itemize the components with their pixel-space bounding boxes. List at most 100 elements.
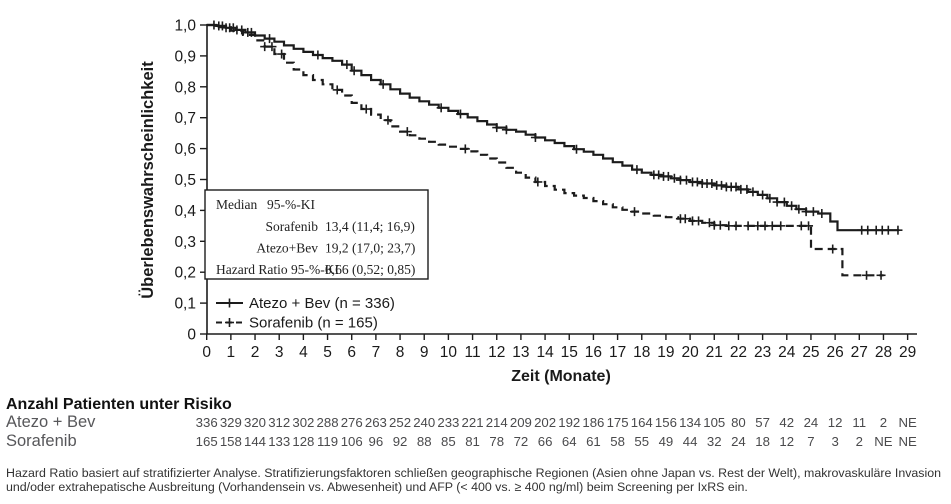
risk-value: 18 [755, 434, 770, 449]
x-tick-label: 2 [251, 344, 260, 361]
risk-value: 133 [268, 434, 291, 449]
risk-value: 202 [534, 415, 557, 430]
risk-value: NE [874, 434, 893, 449]
risk-value: 85 [441, 434, 456, 449]
risk-value: 288 [316, 415, 339, 430]
legend-label: Sorafenib (n = 165) [249, 315, 378, 332]
risk-value: 276 [340, 415, 363, 430]
y-tick-label: 0,9 [174, 48, 196, 65]
x-tick-label: 22 [730, 344, 747, 361]
risk-value: 336 [195, 415, 218, 430]
km-chart: 1,00,90,80,70,60,50,40,30,20,100 1 2 3 4 5 6 7 8… [138, 18, 917, 385]
x-tick-label: 20 [681, 344, 699, 361]
risk-value: 144 [244, 434, 267, 449]
x-tick-label: 21 [706, 344, 723, 361]
risk-value: 66 [537, 434, 553, 449]
x-tick-label: 9 [420, 344, 429, 361]
risk-value: 55 [634, 434, 650, 449]
risk-value: 233 [437, 415, 460, 430]
stats-row-label: Sorafenib [266, 219, 319, 234]
risk-value: 134 [679, 415, 702, 430]
risk-value: 214 [485, 415, 508, 430]
stats-header-ci: 95-%-KI [267, 197, 315, 212]
x-tick-label: 3 [275, 344, 284, 361]
survival-curves [206, 23, 900, 277]
x-tick-label: 12 [488, 344, 505, 361]
x-tick-label: 6 [347, 344, 356, 361]
x-tick-label: 25 [802, 344, 819, 361]
x-tick-label: 18 [633, 344, 650, 361]
risk-value: 80 [731, 415, 746, 430]
risk-value: 302 [292, 415, 315, 430]
risk-value: 128 [292, 434, 315, 449]
risk-value: 119 [317, 434, 339, 449]
risk-value: 186 [582, 415, 605, 430]
risk-value: 88 [416, 434, 432, 449]
x-tick-label: 26 [826, 344, 843, 361]
risk-value: 192 [558, 415, 581, 430]
axis-labels: Zeit (Monate) Überlebenswahrscheinlichkei… [138, 61, 611, 385]
risk-value: 49 [658, 434, 674, 449]
risk-value: 12 [827, 415, 843, 430]
risk-value: 58 [610, 434, 625, 449]
y-tick-label: 0,6 [174, 141, 196, 158]
y-tick-label: 0,1 [174, 296, 196, 313]
x-tick-label: 28 [875, 344, 892, 361]
y-axis-ticks: 1,0 0,9 0,8 0,7 0,6 0,5 0,4 0,3 0,2 0,1 0 [174, 18, 207, 344]
curve-atezo-bev [206, 23, 900, 232]
x-tick-label: 27 [851, 344, 868, 361]
risk-value: 81 [465, 434, 480, 449]
risk-value: 24 [803, 415, 819, 430]
risk-value: 12 [779, 434, 795, 449]
risk-value: 57 [755, 415, 770, 430]
y-tick-label: 0,5 [174, 172, 196, 189]
curve-sorafenib [206, 23, 884, 277]
risk-row-label: Sorafenib [6, 432, 77, 450]
y-tick-label: 0,7 [174, 110, 196, 127]
risk-value: 92 [392, 434, 408, 449]
x-tick-label: 23 [754, 344, 771, 361]
x-tick-label: 15 [561, 344, 578, 361]
x-tick-label: 7 [372, 344, 381, 361]
risk-value: 42 [779, 415, 795, 430]
risk-value: 2 [855, 434, 863, 449]
risk-value: 105 [703, 415, 726, 430]
footnote-line-2: und/oder extrahepatische Ausbreitung (Vo… [6, 480, 748, 494]
risk-value: 7 [807, 434, 815, 449]
y-tick-label: 0,2 [174, 265, 196, 282]
y-tick-label: 1,0 [174, 18, 196, 35]
risk-value: 11 [852, 415, 867, 430]
stats-row-value: 0,66 (0,52; 0,85) [325, 262, 415, 277]
risk-value: 32 [706, 434, 722, 449]
risk-value: 106 [340, 434, 363, 449]
risk-value: 240 [413, 415, 436, 430]
y-tick-label: 0 [187, 327, 196, 344]
stats-header-median: Median [216, 197, 257, 212]
risk-value: NE [898, 415, 917, 430]
risk-row-label: Atezo + Bev [6, 413, 96, 431]
y-tick-label: 0,3 [174, 234, 196, 251]
x-tick-label: 11 [465, 344, 481, 361]
risk-value: 44 [682, 434, 698, 449]
risk-value: 156 [654, 415, 677, 430]
risk-value: 78 [489, 434, 505, 449]
stats-box: Median 95-%-KI Sorafenib 13,4 (11,4; 16,9) A… [204, 189, 429, 280]
y-tick-label: 0,8 [174, 79, 196, 96]
x-tick-label: 0 [202, 344, 211, 361]
axes [206, 24, 917, 335]
censor-marks-atezo-bev [209, 20, 903, 235]
x-tick-label: 14 [536, 344, 554, 361]
risk-value: 24 [731, 434, 746, 449]
x-axis-ticks: 0 1 2 3 4 5 6 7 8 9 10 11 12 13 14 15 16 17 18 19 20 21 22 23 24… [202, 334, 916, 361]
risk-value: NE [898, 434, 917, 449]
risk-value: 72 [513, 434, 529, 449]
risk-value: 252 [389, 415, 412, 430]
risk-value: 3 [831, 434, 839, 449]
x-tick-label: 16 [585, 344, 602, 361]
x-tick-label: 24 [778, 344, 796, 361]
stats-row-value: 13,4 (11,4; 16,9) [325, 219, 415, 234]
x-tick-label: 5 [323, 344, 332, 361]
risk-value: 158 [219, 434, 242, 449]
stats-row-label: Atezo+Bev [256, 241, 318, 256]
footnote-line-1: Hazard Ratio basiert auf stratifizierter… [6, 466, 942, 480]
